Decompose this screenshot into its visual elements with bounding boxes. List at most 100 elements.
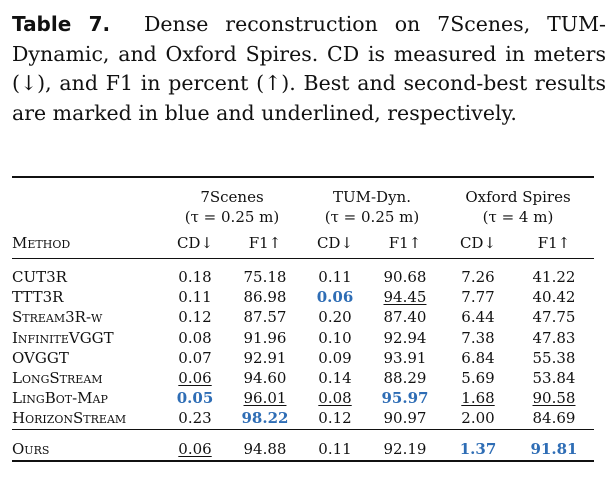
- caption-label: Table 7.: [12, 12, 111, 36]
- metric-value: 6.84: [442, 348, 514, 368]
- metric-value: 0.06: [162, 438, 228, 461]
- metric-value: 0.09: [302, 348, 368, 368]
- metric-header-row: Method CD↓ F1↑ CD↓ F1↑ CD↓ F1↑: [12, 228, 594, 259]
- value-text: 98.22: [241, 409, 289, 428]
- metric-value: 55.38: [514, 348, 594, 368]
- value-text: 6.84: [461, 348, 495, 367]
- value-text: 0.05: [176, 389, 214, 408]
- metric-value: 0.06: [162, 368, 228, 388]
- value-text: 6.44: [461, 308, 495, 327]
- value-text: 0.14: [318, 369, 352, 388]
- value-text: 0.08: [318, 389, 352, 408]
- method-name: TTT3R: [12, 288, 64, 307]
- metric-value: 1.37: [442, 438, 514, 461]
- metric-value: 0.08: [162, 328, 228, 348]
- group-threshold: (τ = 0.25 m): [324, 208, 420, 226]
- method-name: Ours: [12, 439, 50, 458]
- top-rule: [12, 176, 594, 184]
- metric-value: 98.22: [228, 408, 302, 429]
- metric-value: 6.44: [442, 307, 514, 327]
- metric-value: 96.01: [228, 388, 302, 408]
- value-text: 7.38: [461, 328, 495, 347]
- metric-value: 0.12: [162, 307, 228, 327]
- metric-value: 0.11: [162, 287, 228, 307]
- metric-value: 2.00: [442, 408, 514, 429]
- value-text: 55.38: [532, 348, 576, 367]
- value-text: 0.06: [178, 439, 212, 458]
- value-text: 0.11: [178, 288, 212, 307]
- value-text: 0.11: [318, 268, 352, 287]
- metric-value: 40.42: [514, 287, 594, 307]
- metric-header: CD↓: [176, 234, 214, 252]
- value-text: 5.69: [461, 369, 495, 388]
- group-threshold: (τ = 4 m): [482, 208, 554, 226]
- value-text: 1.68: [461, 389, 495, 408]
- metric-header: F1↑: [388, 234, 422, 252]
- metric-value: 94.45: [368, 287, 442, 307]
- metric-value: 95.97: [368, 388, 442, 408]
- value-text: 95.97: [381, 389, 429, 408]
- method-name: InfiniteVGGT: [12, 328, 114, 347]
- value-text: 75.18: [243, 268, 287, 287]
- metric-header: F1↑: [537, 234, 571, 252]
- metric-value: 5.69: [442, 368, 514, 388]
- value-text: 91.81: [530, 439, 578, 458]
- method-header: Method: [12, 234, 71, 252]
- value-text: 87.40: [383, 308, 427, 327]
- metric-value: 90.97: [368, 408, 442, 429]
- metric-value: 92.94: [368, 328, 442, 348]
- value-text: 86.98: [243, 288, 287, 307]
- method-name: HorizonStream: [12, 409, 127, 428]
- value-text: 96.01: [243, 389, 287, 408]
- value-text: 0.18: [178, 268, 212, 287]
- metric-value: 0.11: [302, 438, 368, 461]
- metric-value: 1.68: [442, 388, 514, 408]
- metric-value: 87.57: [228, 307, 302, 327]
- metric-value: 41.22: [514, 267, 594, 287]
- method-name: CUT3R: [12, 268, 67, 287]
- metric-value: 91.96: [228, 328, 302, 348]
- metric-value: 91.81: [514, 438, 594, 461]
- metric-value: 0.20: [302, 307, 368, 327]
- metric-value: 90.58: [514, 388, 594, 408]
- metric-value: 86.98: [228, 287, 302, 307]
- value-text: 40.42: [532, 288, 576, 307]
- metric-value: 94.88: [228, 438, 302, 461]
- table-caption: Table 7. Dense reconstruction on 7Scenes…: [12, 10, 606, 128]
- metric-value: 75.18: [228, 267, 302, 287]
- metric-header: CD↓: [459, 234, 497, 252]
- method-name: OVGGT: [12, 348, 69, 367]
- metric-header: F1↑: [248, 234, 282, 252]
- metric-value: 88.29: [368, 368, 442, 388]
- group-name: TUM-Dyn.: [332, 188, 411, 206]
- value-text: 41.22: [532, 268, 576, 287]
- metric-value: 47.83: [514, 328, 594, 348]
- metric-value: 0.18: [162, 267, 228, 287]
- value-text: 0.12: [178, 308, 212, 327]
- value-text: 0.09: [318, 348, 352, 367]
- metric-value: 0.05: [162, 388, 228, 408]
- metric-value: 47.75: [514, 307, 594, 327]
- value-text: 1.37: [459, 439, 497, 458]
- value-text: 93.91: [383, 348, 427, 367]
- table-row: OVGGT 0.07 92.91 0.09 93.91 6.84 55.38: [12, 348, 594, 368]
- value-text: 91.96: [243, 328, 287, 347]
- value-text: 92.94: [383, 328, 427, 347]
- value-text: 0.23: [178, 409, 212, 428]
- value-text: 2.00: [461, 409, 495, 428]
- metric-value: 0.10: [302, 328, 368, 348]
- value-text: 87.57: [243, 308, 287, 327]
- value-text: 90.97: [383, 409, 427, 428]
- metric-value: 0.07: [162, 348, 228, 368]
- method-name: LongStream: [12, 369, 103, 388]
- metric-value: 0.11: [302, 267, 368, 287]
- header-rule: [12, 258, 594, 267]
- table-row: InfiniteVGGT 0.08 91.96 0.10 92.94 7.38 47.83: [12, 328, 594, 348]
- metric-value: 0.12: [302, 408, 368, 429]
- value-text: 0.12: [318, 409, 352, 428]
- value-text: 90.58: [532, 389, 576, 408]
- table-row: LongStream 0.06 94.60 0.14 88.29 5.69 53.84: [12, 368, 594, 388]
- group-threshold: (τ = 0.25 m): [184, 208, 280, 226]
- value-text: 7.26: [461, 268, 495, 287]
- value-text: 0.10: [318, 328, 352, 347]
